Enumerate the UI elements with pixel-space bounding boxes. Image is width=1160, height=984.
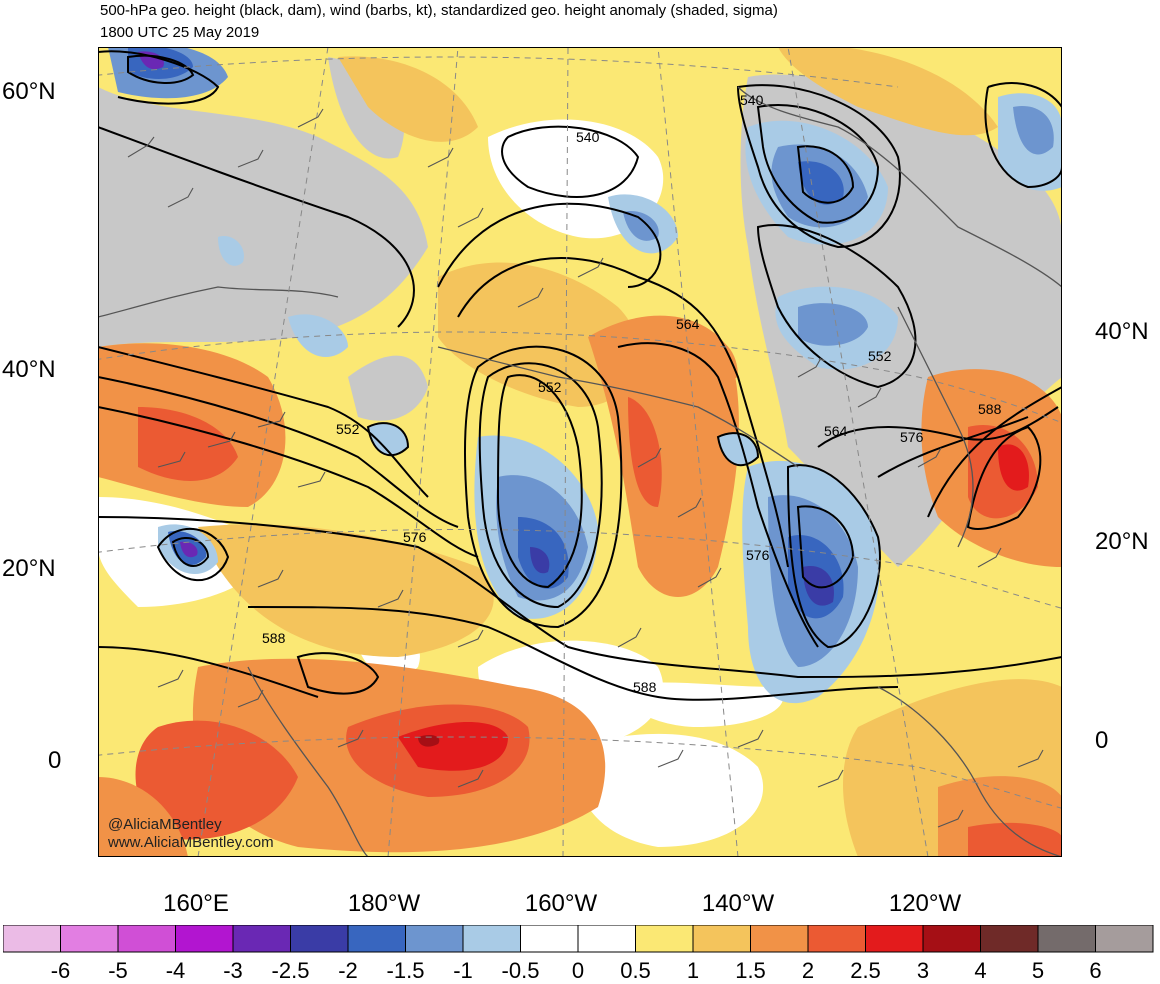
- contour-label: 564: [824, 423, 848, 439]
- lon-label: 140°W: [701, 890, 775, 917]
- contour-label: 552: [538, 379, 562, 395]
- map-title: 500-hPa geo. height (black, dam), wind (…: [100, 2, 778, 19]
- lat-label-right: 0: [1095, 727, 1109, 754]
- colorbar-tick-label: 6: [1089, 958, 1102, 983]
- colorbar-swatch: [1095, 925, 1154, 953]
- colorbar-tick-label: -4: [165, 958, 186, 983]
- negative-anomaly-shading: [108, 47, 1062, 704]
- colorbar-tick-label: -1.5: [386, 958, 425, 983]
- colorbar-tick-label: 1: [686, 958, 700, 983]
- lon-label: 120°W: [888, 890, 962, 917]
- colorbar-swatch: [175, 925, 234, 953]
- colorbar-swatch: [807, 925, 866, 953]
- contour-label: 588: [262, 630, 286, 646]
- credit-handle: @AliciaMBentley: [108, 816, 222, 833]
- colorbar-swatch: [405, 925, 464, 953]
- contour-label: 588: [978, 401, 1002, 417]
- colorbar-tick-label: 0: [571, 958, 585, 983]
- lat-label-right: 20°N: [1095, 528, 1149, 555]
- colorbar-tick-label: 2: [801, 958, 815, 983]
- lon-label: 160°E: [163, 890, 229, 917]
- colorbar-swatch: [1037, 925, 1096, 953]
- contour-label: 564: [676, 316, 700, 332]
- contour-label: 540: [740, 92, 764, 108]
- colorbar-swatch: [3, 925, 61, 953]
- contour-label: 540: [576, 129, 600, 145]
- contour-label: 588: [633, 679, 657, 695]
- contour-label: 552: [868, 348, 892, 364]
- colorbar-swatch: [232, 925, 291, 953]
- contour-label: 576: [900, 429, 924, 445]
- contour-labels: 540 540 552 552 552 564 564 576 576 576 …: [262, 92, 1002, 695]
- lat-label-left: 60°N: [2, 78, 56, 105]
- colorbar-swatch: [117, 925, 176, 953]
- colorbar-swatch: [922, 925, 981, 953]
- map-valid-time: 1800 UTC 25 May 2019: [100, 24, 260, 41]
- colorbar-swatch: [980, 925, 1039, 953]
- colorbar-tick-label: -2: [338, 958, 358, 983]
- contour-label: 576: [746, 547, 770, 563]
- colorbar-swatch: [462, 925, 521, 953]
- lat-lon-grid: [98, 47, 1062, 857]
- contour-label: 552: [336, 421, 360, 437]
- map-border: [98, 47, 1062, 857]
- colorbar-tick-label: 3: [916, 958, 930, 983]
- colorbar-tick-label: -5: [108, 958, 128, 983]
- colorbar-tick-label: 0.5: [620, 958, 651, 983]
- colorbar-tick-label: 5: [1031, 958, 1045, 983]
- colorbar-swatch: [347, 925, 406, 953]
- colorbar-swatch: [635, 925, 694, 953]
- colorbar-tick-label: 2.5: [850, 958, 881, 983]
- colorbar-swatch: [520, 925, 579, 953]
- colorbar: [3, 925, 1154, 953]
- colorbar-tick-label: 4: [974, 958, 987, 983]
- lat-label-left: 20°N: [2, 555, 56, 582]
- contour-label: 576: [403, 529, 427, 545]
- lat-label-left: 0: [48, 747, 62, 774]
- anomaly-map: 540 540 552 552 552 564 564 576 576 576 …: [98, 47, 1062, 857]
- colorbar-tick-label: -0.5: [501, 958, 540, 983]
- colorbar-tick-label: -1: [453, 958, 473, 983]
- colorbar-swatch: [60, 925, 119, 953]
- colorbar-swatch: [577, 925, 636, 953]
- lon-label: 180°W: [347, 890, 421, 917]
- height-contours: [98, 50, 1062, 701]
- credit-website: www.AliciaMBentley.com: [108, 834, 274, 851]
- lat-label-right: 40°N: [1095, 318, 1149, 345]
- colorbar-swatch: [290, 925, 349, 953]
- colorbar-tick-label: 1.5: [735, 958, 766, 983]
- coastlines: [98, 86, 1062, 857]
- colorbar-tick-label: -6: [50, 958, 71, 983]
- positive-anomaly-shading: [98, 47, 1062, 857]
- colorbar-swatch: [750, 925, 809, 953]
- lat-label-left: 40°N: [2, 356, 56, 383]
- wind-barbs: [127, 108, 1044, 828]
- colorbar-swatch: [865, 925, 924, 953]
- colorbar-tick-label: -2.5: [271, 958, 310, 983]
- colorbar-swatch: [692, 925, 751, 953]
- colorbar-tick-label: -3: [223, 958, 243, 983]
- lon-label: 160°W: [524, 890, 598, 917]
